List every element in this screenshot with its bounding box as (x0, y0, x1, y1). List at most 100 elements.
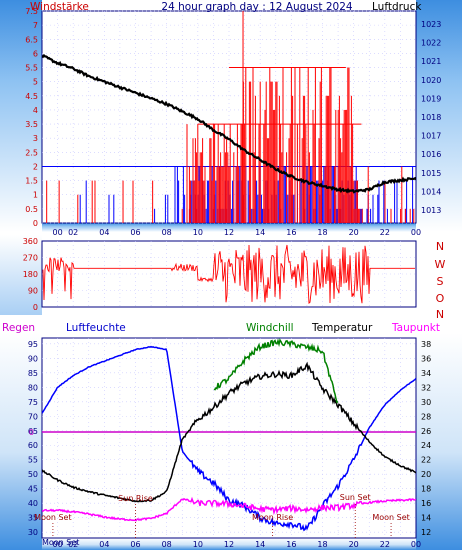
right-axis-background (416, 0, 462, 232)
bottom-time-axis-ticks: 00 02 04 06 08 10 12 14 16 18 20 22 00 (52, 540, 421, 549)
series-line-windchill (213, 338, 339, 404)
astronomy-annotation-label: Moon Set (372, 513, 409, 522)
direction-right-background (416, 235, 462, 315)
humidity-tick-label: 45 (28, 485, 38, 494)
compass-label-n-bottom: N (436, 308, 444, 321)
humidity-axis-ticks: 30 35 40 45 50 55 60 65 70 75 80 85 90 95 0 (28, 340, 38, 537)
bottom-right-axis-background (416, 333, 462, 550)
temperature-tick-label: 30 (421, 398, 431, 407)
time-tick-label: 20 (349, 540, 359, 549)
humidity-tick-label: 70 (28, 412, 38, 421)
compass-label-o: O (436, 292, 445, 305)
compass-label-s: S (437, 275, 444, 288)
wind-speed-tick-label: 0.5 (25, 205, 38, 214)
temperature-tick-label: 12 (421, 528, 431, 537)
wind-speed-tick-label: 5 (33, 78, 38, 87)
time-tick-label: 04 (99, 540, 109, 549)
time-tick-label: 18 (317, 228, 327, 237)
wind-speed-tick-label: 7 (33, 21, 38, 30)
astronomy-annotation-label: Moon Rise (252, 513, 293, 522)
temperature-tick-label: 22 (421, 456, 431, 465)
pressure-tick-label: 1020 (421, 76, 441, 85)
time-axis-background (42, 223, 416, 232)
series-line-luftfeuchte (42, 345, 416, 532)
humidity-tick-label: 95 (28, 340, 38, 349)
astronomy-annotation-label: Moon Set (34, 513, 71, 522)
pressure-tick-label: 1015 (421, 169, 441, 178)
pressure-tick-label: 1023 (421, 20, 441, 29)
astronomy-annotations: Sun Rise Sun Set Moon Set Moon Rise Moon Set… (34, 493, 410, 547)
wind-speed-tick-label: 4.5 (25, 92, 38, 101)
time-tick-label: 06 (130, 540, 140, 549)
wind-direction-panel: 0 90 180 270 360 N W S O N (0, 235, 462, 321)
direction-tick-label: 270 (23, 254, 38, 263)
wind-direction-axis-ticks: 0 90 180 270 360 (23, 237, 38, 312)
humidity-tick-label: 85 (28, 369, 38, 378)
pressure-tick-label: 1019 (421, 94, 441, 103)
wind-speed-tick-label: 1 (33, 191, 38, 200)
humidity-tick-label: 55 (28, 456, 38, 465)
time-tick-label: 12 (224, 228, 234, 237)
wind-speed-tick-label: 6 (33, 49, 38, 58)
temperature-tick-label: 16 (421, 499, 431, 508)
time-tick-label: 02 (68, 228, 78, 237)
time-tick-label: 04 (99, 228, 109, 237)
wind-speed-tick-label: 7.5 (25, 7, 38, 16)
direction-line (42, 244, 415, 305)
pressure-tick-label: 1021 (421, 57, 441, 66)
pressure-series (42, 53, 416, 194)
compass-label-w: W (435, 258, 446, 271)
temperature-axis-ticks: 12 14 16 18 20 22 24 26 28 30 32 34 36 38 (421, 340, 431, 537)
compass-labels: N W S O N (435, 240, 446, 321)
temperature-legend-label: Temperatur (311, 322, 373, 334)
wind-speed-tick-label: 2 (33, 162, 38, 171)
humidity-tick-label: 65 (28, 427, 38, 436)
temperature-tick-label: 32 (421, 383, 431, 392)
time-tick-label: 06 (130, 228, 140, 237)
direction-tick-label: 360 (23, 237, 38, 246)
temperature-humidity-grid (42, 338, 416, 538)
temperature-tick-label: 38 (421, 340, 431, 349)
wind-speed-tick-label: 4 (33, 106, 38, 115)
wind-speed-tick-label: 3.5 (25, 120, 38, 129)
rain-legend-label: Regen (2, 322, 35, 334)
wind-speed-tick-label: 2.5 (25, 148, 38, 157)
time-tick-label: 00 (52, 540, 62, 549)
time-tick-label: 02 (68, 540, 78, 549)
top-time-axis-ticks: 00 02 04 06 08 10 12 14 16 18 20 22 00 (52, 228, 421, 237)
time-tick-label: 20 (349, 228, 359, 237)
wind-speed-axis-ticks: 0 0.5 1 1.5 2 2.5 3 3.5 4 4.5 5 5.5 6 6.5 7 7.5 (25, 7, 38, 228)
humidity-tick-label: 60 (28, 441, 38, 450)
humidity-tick-label: 80 (28, 383, 38, 392)
dewpoint-legend-label: Taupunkt (391, 322, 440, 334)
time-tick-label: 08 (162, 540, 172, 549)
time-tick-label: 22 (380, 228, 390, 237)
direction-tick-label: 180 (23, 270, 38, 279)
pressure-line (42, 53, 416, 194)
left-axis-background (0, 0, 42, 232)
humidity-tick-label: 90 (28, 354, 38, 363)
humidity-tick-label: 35 (28, 514, 38, 523)
time-tick-label: 22 (380, 540, 390, 549)
pressure-tick-label: 1018 (421, 113, 441, 122)
humidity-tick-label: 40 (28, 499, 38, 508)
temperature-tick-label: 28 (421, 412, 431, 421)
temperature-tick-label: 26 (421, 427, 431, 436)
direction-left-background (0, 235, 42, 315)
temperature-tick-label: 34 (421, 369, 431, 378)
time-tick-label: 16 (286, 540, 296, 549)
graph-title: 24 hour graph day : 12 August 2024 (161, 1, 353, 13)
pressure-tick-label: 1014 (421, 187, 441, 196)
astronomy-annotation-label: Sun Rise (118, 494, 153, 503)
temperature-humidity-panel: 30 35 40 45 50 55 60 65 70 75 80 85 90 95 0 12 14 16 18 20… (0, 322, 462, 550)
time-tick-label: 14 (255, 540, 265, 549)
pressure-tick-label: 1017 (421, 132, 441, 141)
compass-label-n-top: N (436, 240, 444, 253)
wind-direction-series (42, 244, 415, 305)
windchill-legend-label: Windchill (246, 322, 294, 334)
astronomy-annotation-label: Moon Set (42, 538, 79, 547)
time-tick-label: 12 (224, 540, 234, 549)
humidity-tick-label: 30 (28, 528, 38, 537)
time-tick-label: 00 (411, 540, 421, 549)
humidity-legend-label: Luftfeuchte (66, 322, 126, 334)
